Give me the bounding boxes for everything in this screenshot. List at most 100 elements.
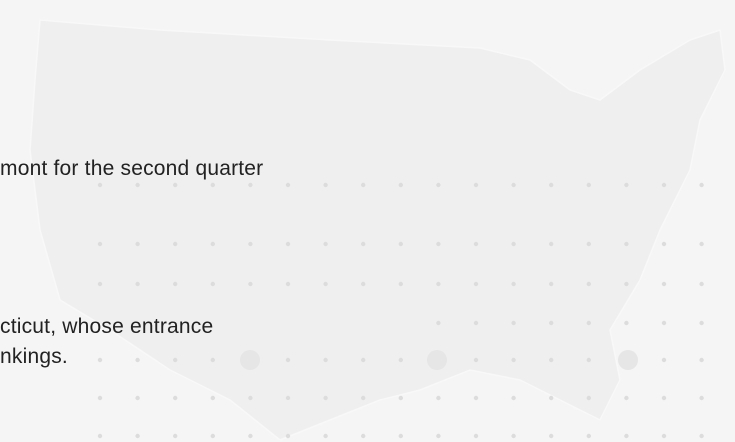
dot [436, 395, 441, 401]
dot [699, 182, 704, 188]
dot [699, 357, 704, 363]
dot [173, 395, 178, 401]
dot [210, 281, 215, 287]
dot [97, 357, 103, 363]
dot [473, 357, 479, 363]
dot [398, 357, 403, 363]
dot [323, 281, 328, 287]
dot [624, 182, 629, 188]
dot [97, 395, 103, 401]
dot [586, 320, 591, 326]
dot [661, 281, 667, 287]
dot [586, 281, 591, 287]
dot [661, 241, 667, 247]
dot [624, 320, 629, 326]
dot [473, 395, 479, 401]
dot [511, 182, 516, 188]
dot [361, 281, 366, 287]
dot [210, 241, 215, 247]
dot [473, 320, 479, 326]
dot [398, 241, 403, 247]
dot [586, 241, 591, 247]
dot [248, 433, 253, 439]
dot [361, 241, 366, 247]
dot [135, 182, 140, 188]
dot [97, 281, 103, 287]
dot [135, 395, 140, 401]
dot [398, 395, 403, 401]
dot [248, 281, 253, 287]
dot [285, 281, 291, 287]
dot [586, 395, 591, 401]
dot [398, 433, 403, 439]
map-silhouette [29, 19, 726, 441]
dot [699, 281, 704, 287]
dot [361, 357, 366, 363]
dot [624, 241, 629, 247]
text-line: nkings. [0, 345, 68, 368]
dot [398, 281, 403, 287]
dot [661, 357, 667, 363]
dot [97, 241, 103, 247]
large-dot [618, 350, 638, 370]
dot [549, 320, 554, 326]
large-dot [427, 350, 447, 370]
dot [699, 395, 704, 401]
dot [436, 241, 441, 247]
dot [135, 357, 140, 363]
dot [549, 281, 554, 287]
dot [473, 281, 479, 287]
dot [624, 281, 629, 287]
dot [361, 395, 366, 401]
dot [173, 357, 178, 363]
dot [323, 433, 328, 439]
dot [248, 241, 253, 247]
dot [210, 357, 215, 363]
dot [549, 395, 554, 401]
dot [135, 241, 140, 247]
dot [624, 395, 629, 401]
dot [661, 433, 667, 439]
dot [323, 395, 328, 401]
dot [173, 281, 178, 287]
dot [661, 395, 667, 401]
dot [173, 182, 178, 188]
dot [285, 433, 291, 439]
dot [624, 433, 629, 439]
dot [210, 182, 215, 188]
dot [511, 320, 516, 326]
dot [586, 357, 591, 363]
text-line: cticut, whose entrance [0, 315, 214, 338]
dot [511, 281, 516, 287]
dot [661, 182, 667, 188]
dot [97, 182, 103, 188]
dot [323, 357, 328, 363]
dot [210, 433, 215, 439]
dot-grid [97, 182, 704, 439]
dot [135, 433, 140, 439]
dot [248, 182, 253, 188]
dot [361, 182, 366, 188]
dot [699, 433, 704, 439]
dot [285, 182, 291, 188]
dot [398, 182, 403, 188]
dot [473, 433, 479, 439]
dot [248, 395, 253, 401]
dot [586, 182, 591, 188]
dot [436, 433, 441, 439]
large-dot [240, 350, 260, 370]
dot [323, 182, 328, 188]
dot [549, 241, 554, 247]
dot [549, 357, 554, 363]
dot [436, 281, 441, 287]
dot [285, 395, 291, 401]
dot [586, 433, 591, 439]
dot [436, 320, 441, 326]
dot [699, 241, 704, 247]
dot [285, 241, 291, 247]
dot [473, 182, 479, 188]
dot [285, 357, 291, 363]
dot [436, 182, 441, 188]
